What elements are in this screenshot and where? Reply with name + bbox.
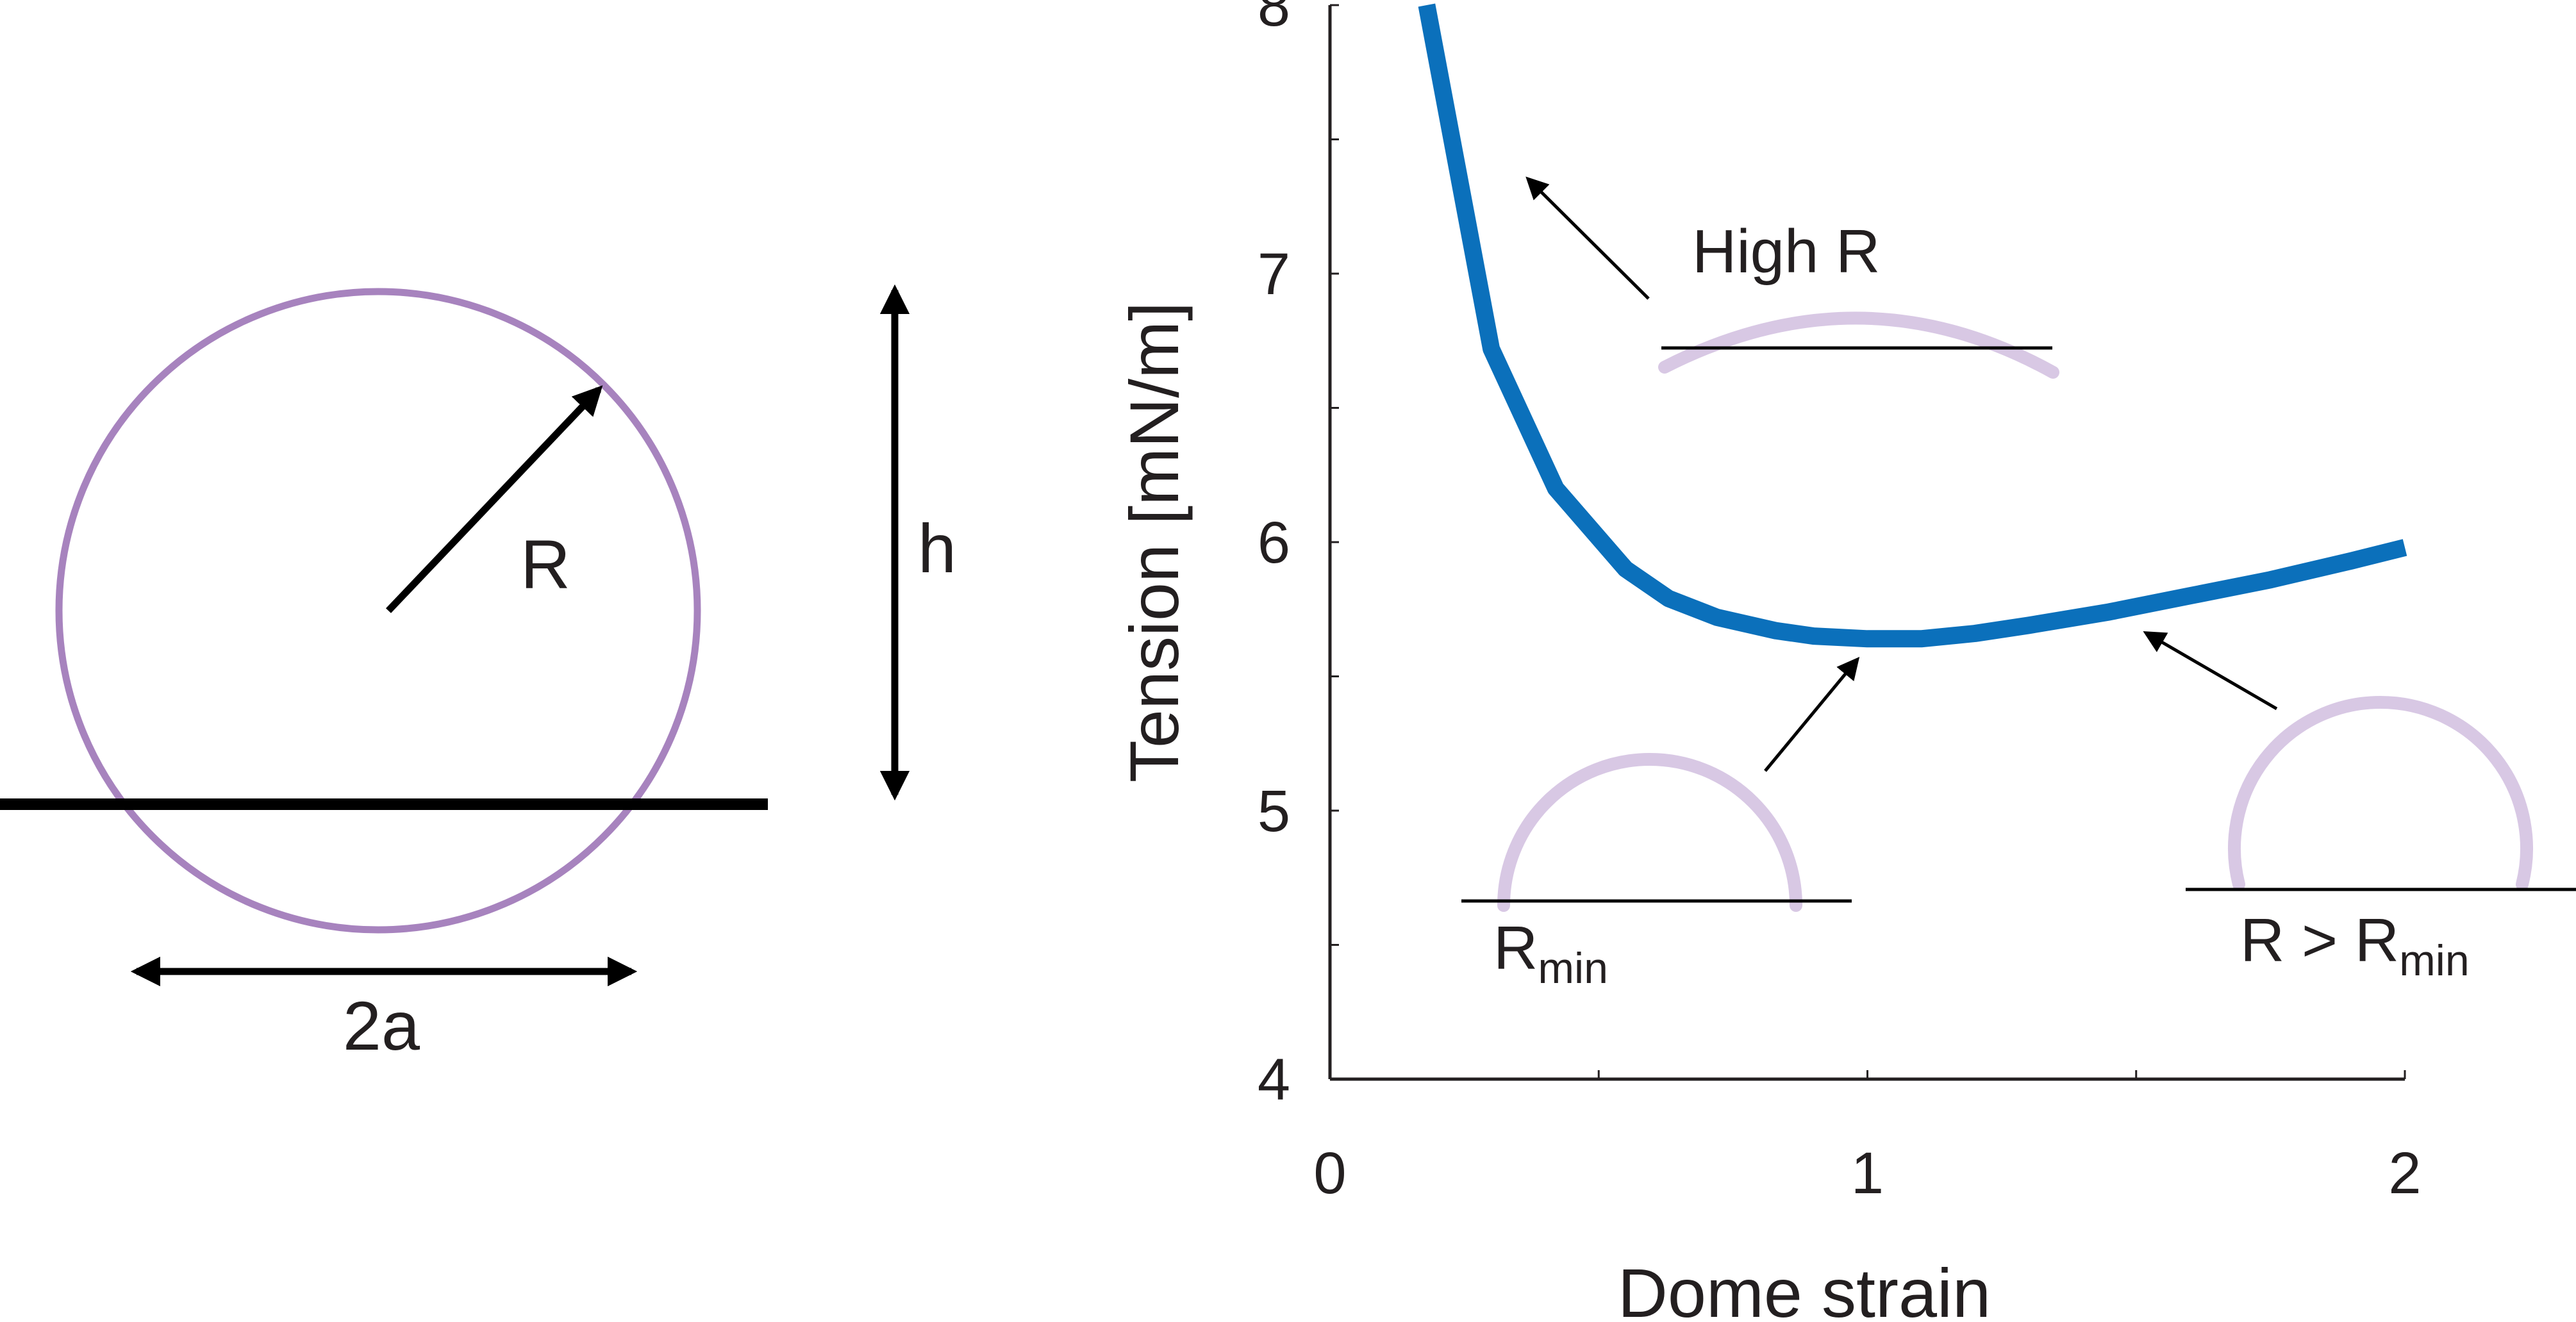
height-label: h [918, 509, 956, 587]
y-ticks: 4 5 6 7 8 [1258, 0, 1339, 1112]
x-tick-label: 2 [2388, 1141, 2421, 1206]
y-tick-label: 8 [1258, 0, 1290, 38]
inset-high-r: High R [1525, 176, 2059, 379]
dome-circle [55, 288, 701, 934]
inset-r-min: Rmin [1461, 657, 1860, 993]
radius-arrow [386, 385, 603, 613]
base-width-label: 2a [343, 987, 420, 1064]
x-axis-label: Dome strain [1618, 1254, 1991, 1322]
large-dome-shape [2228, 695, 2533, 891]
x-tick-label: 0 [1313, 1141, 1346, 1206]
inset-label-r-greater: R > Rmin [2240, 906, 2470, 985]
dome-geometry-diagram: R h 2a [0, 284, 956, 1064]
axes: 4 5 6 7 8 0 1 2 [1258, 0, 2422, 1206]
y-axis-label: Tension [mN/m] [1115, 302, 1193, 782]
y-tick-label: 7 [1258, 242, 1290, 307]
radius-label: R [520, 525, 570, 603]
inset-label-r-min: Rmin [1493, 914, 1608, 993]
hemisphere-shape [1497, 753, 1802, 912]
tension-chart: 4 5 6 7 8 0 1 2 Tension [mN/m] Dome strain Hig… [1115, 0, 2576, 1322]
x-ticks: 0 1 2 [1313, 1070, 2422, 1206]
annotation-arrow [2143, 631, 2278, 711]
y-tick-label: 4 [1258, 1047, 1290, 1112]
y-tick-label: 5 [1258, 779, 1290, 844]
inset-label-high-r: High R [1692, 217, 1880, 286]
annotation-arrow [1525, 176, 1650, 300]
annotation-arrow [1764, 657, 1860, 772]
y-tick-label: 6 [1258, 510, 1290, 575]
shallow-cap-shape [1658, 311, 2059, 379]
x-tick-label: 1 [1851, 1141, 1884, 1206]
inset-r-greater-r-min: R > Rmin [2143, 631, 2576, 985]
tension-curve [1418, 3, 2407, 648]
